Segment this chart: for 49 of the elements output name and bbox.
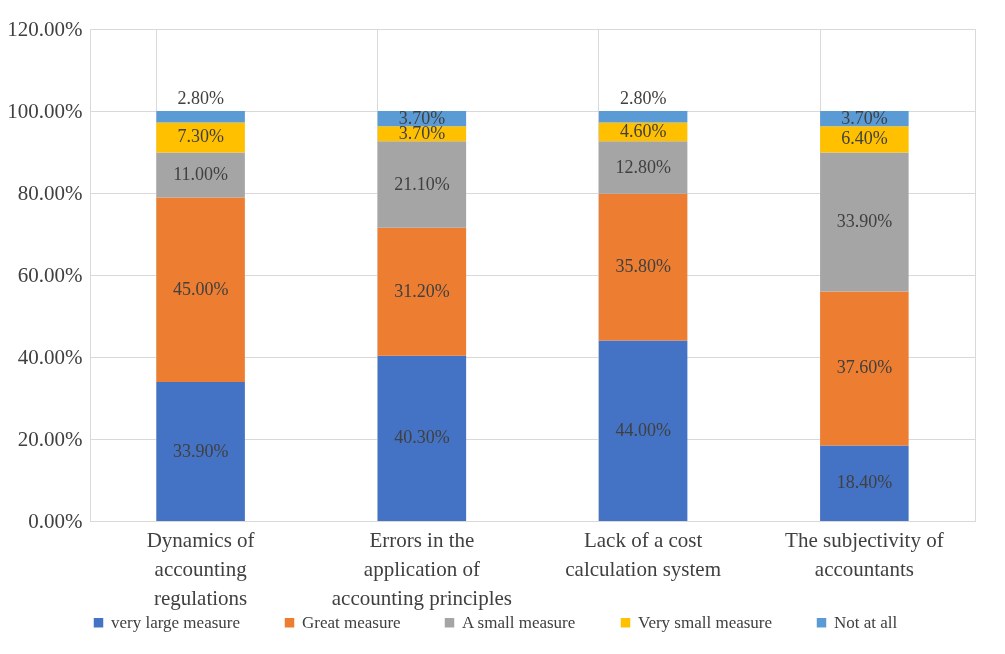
- data-label: 18.40%: [836, 472, 893, 493]
- legend-label: Not at all: [834, 612, 898, 632]
- bar: [598, 193, 688, 341]
- data-label: 31.20%: [394, 280, 450, 301]
- data-label: 2.80%: [177, 88, 224, 108]
- x-tick-label: Errors in the application of accounting principles: [331, 527, 512, 610]
- bar: [156, 382, 245, 521]
- x-tick-label: The subjectivity of accountants: [785, 527, 944, 581]
- data-label: 37.60%: [836, 357, 893, 378]
- y-tick-label: 120.00%: [7, 16, 83, 41]
- bar: [156, 152, 245, 198]
- x-tick-label: Dynamics of accounting regulations: [146, 527, 255, 610]
- data-label: 35.80%: [615, 256, 671, 277]
- bar: [156, 197, 245, 383]
- legend-label: A small measure: [462, 612, 576, 632]
- legend-label: Very small measure: [638, 612, 773, 632]
- legend-label: very large measure: [111, 612, 241, 632]
- data-label: 6.40%: [841, 128, 888, 149]
- data-label: 4.60%: [619, 120, 667, 141]
- data-label: 33.90%: [836, 210, 893, 231]
- data-label: 33.90%: [172, 440, 229, 461]
- bar: [820, 445, 909, 521]
- y-tick-label: 60.00%: [17, 262, 83, 287]
- data-label: 3.70%: [841, 107, 888, 128]
- legend-label: Great measure: [302, 612, 401, 632]
- bar: [377, 227, 467, 356]
- data-label: 2.80%: [619, 88, 667, 108]
- data-label: 21.10%: [394, 173, 450, 194]
- y-tick-label: 100.00%: [7, 98, 83, 123]
- bar: [156, 111, 245, 123]
- bar: [598, 111, 688, 123]
- bar: [820, 152, 909, 292]
- bar: [598, 340, 688, 521]
- bar: [598, 141, 688, 194]
- data-label: 11.00%: [173, 163, 229, 184]
- bar: [820, 291, 909, 446]
- bar: [377, 355, 467, 521]
- data-label: 7.30%: [177, 126, 224, 147]
- y-tick-label: 80.00%: [17, 180, 83, 205]
- data-label: 45.00%: [172, 278, 229, 299]
- bar: [377, 141, 467, 228]
- data-label: 12.80%: [615, 156, 671, 177]
- data-label: 40.30%: [394, 427, 450, 448]
- data-label: 44.00%: [615, 419, 671, 440]
- y-tick-label: 40.00%: [17, 344, 83, 369]
- bar: [156, 122, 245, 153]
- y-tick-label: 20.00%: [17, 426, 83, 451]
- x-tick-label: Lack of a cost calculation system: [565, 527, 721, 581]
- y-tick-label: 0.00%: [28, 508, 83, 533]
